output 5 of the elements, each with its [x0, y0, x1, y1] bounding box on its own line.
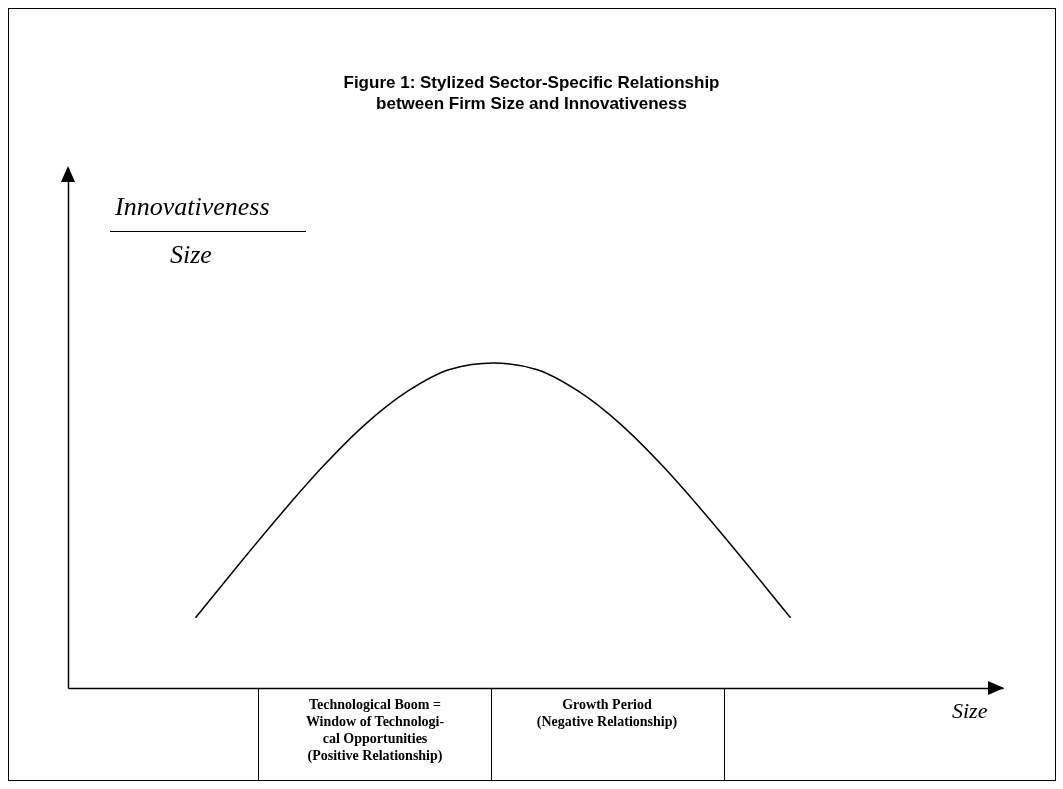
chart-title: Figure 1: Stylized Sector-Specific Relationship between Firm Size and Innovativeness	[342, 72, 721, 114]
text: Growth Period (Negative Relationship)	[490, 688, 725, 780]
x-axis-title: Size	[952, 698, 988, 724]
y-axis-title: Innovativeness Size	[115, 192, 270, 270]
text: Technological Boom = Window of Technologi- cal Opportunities (Positive Relationship)	[258, 688, 492, 780]
